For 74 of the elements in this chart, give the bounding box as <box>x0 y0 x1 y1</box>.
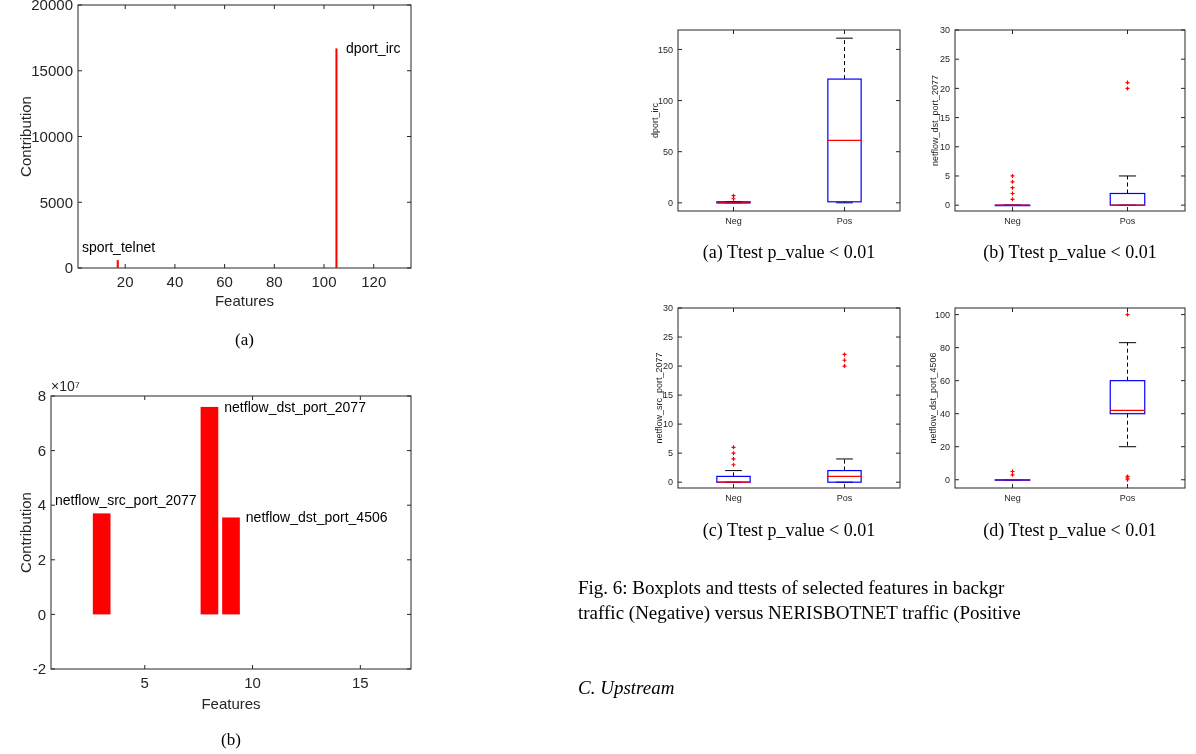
y-tick-label: 30 <box>662 303 673 314</box>
y-tick-label: 80 <box>939 342 950 353</box>
y-tick-label: 5000 <box>39 193 73 211</box>
y-tick-label: 60 <box>939 375 950 386</box>
text: (a) <box>235 330 254 349</box>
y-tick-label: 0 <box>667 477 673 488</box>
x-tick-label: 60 <box>216 273 233 290</box>
y-tick-label: 40 <box>939 408 950 419</box>
y-axis-title: netflow_dst_port_4506 <box>928 352 939 444</box>
y-tick-label: 150 <box>657 44 673 55</box>
y-tick-label: 6 <box>37 441 46 459</box>
x-tick-label: Neg <box>725 216 742 226</box>
x-tick-label: Neg <box>1004 216 1021 226</box>
y-tick-label: 2 <box>37 551 46 569</box>
text: (b) <box>221 730 241 749</box>
y-tick-label: 50 <box>662 146 673 157</box>
y-tick-label: 4 <box>37 496 46 514</box>
x-tick-label: 40 <box>166 273 184 290</box>
annotation: netflow_dst_port_2077 <box>224 398 367 415</box>
y-axis-title: netflow_dst_port_2077 <box>930 74 941 167</box>
x-tick-label: 120 <box>361 273 387 290</box>
x-tick-label: Pos <box>1119 493 1136 503</box>
text: (a) Ttest p_value < 0.01 <box>702 242 876 263</box>
y-tick-label: 30 <box>939 25 950 36</box>
y-tick-label: 25 <box>939 54 950 65</box>
y-tick-label: 100 <box>934 309 950 320</box>
x-tick-label: Pos <box>1119 216 1136 226</box>
x-tick-label: Neg <box>1004 493 1021 503</box>
x-tick-label: 100 <box>311 273 337 290</box>
y-tick-label: 20 <box>662 361 673 372</box>
annotation: netflow_dst_port_4506 <box>245 509 388 526</box>
y-axis-title: netflow_src_port_2077 <box>654 352 665 444</box>
y-tick-label: -2 <box>32 660 46 678</box>
x-axis-title: Features <box>214 292 275 309</box>
x-tick-label: 15 <box>352 674 369 691</box>
x-tick-label: 20 <box>116 273 134 290</box>
y-tick-label: 0 <box>64 259 73 277</box>
x-tick-label: Pos <box>836 216 853 226</box>
y-tick-label: 15 <box>939 112 950 123</box>
y-tick-label: 0 <box>944 200 950 211</box>
caption: Fig. 6: Boxplots and ttests of selected features in backgr <box>578 577 1006 598</box>
annotation: sport_telnet <box>82 239 156 256</box>
y-tick-label: 10 <box>939 141 950 152</box>
y-tick-label: 5 <box>944 171 950 182</box>
y-axis-title: Contribution <box>16 492 34 573</box>
text: traffic (Negative) versus NERISBOTNET traffic (Positive <box>578 602 1021 624</box>
annotation: dport_irc <box>345 40 401 57</box>
y-tick-label: 8 <box>37 387 46 405</box>
x-tick-label: 10 <box>244 674 261 691</box>
annotation: netflow_src_port_2077 <box>55 492 197 509</box>
y-tick-label: 10000 <box>31 127 73 145</box>
text: ×10⁷ <box>51 378 80 394</box>
text: (b) Ttest p_value < 0.01 <box>983 242 1157 263</box>
text: C. Upstream <box>578 677 675 698</box>
text: (c) Ttest p_value < 0.01 <box>702 520 876 541</box>
y-tick-label: 0 <box>667 197 673 208</box>
y-tick-label: 5 <box>667 448 673 459</box>
y-tick-label: 10 <box>662 419 673 430</box>
y-tick-label: 20 <box>939 83 950 94</box>
x-axis-title: Features <box>201 695 261 712</box>
y-tick-label: 0 <box>944 474 950 485</box>
bar <box>92 513 111 615</box>
bar <box>222 517 240 615</box>
y-tick-label: 15000 <box>31 62 73 79</box>
y-tick-label: 20 <box>939 441 950 452</box>
y-tick-label: 20000 <box>31 0 73 14</box>
text: (d) Ttest p_value < 0.01 <box>983 520 1157 541</box>
x-tick-label: Neg <box>725 493 742 503</box>
y-tick-label: 25 <box>662 332 673 343</box>
x-tick-label: 80 <box>265 273 283 290</box>
bar <box>200 406 219 615</box>
x-tick-label: 5 <box>140 674 149 691</box>
y-tick-label: 0 <box>37 605 46 623</box>
x-tick-label: Pos <box>836 493 853 503</box>
